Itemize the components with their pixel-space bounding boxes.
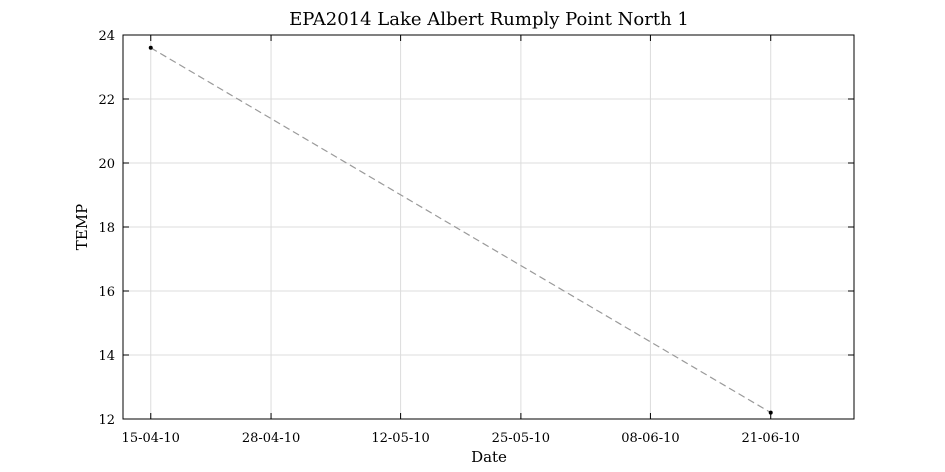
series-line-temp <box>150 47 772 414</box>
x-tick-label: 08-06-10 <box>621 431 679 446</box>
x-tick-label: 21-06-10 <box>742 431 800 446</box>
y-tick-label: 20 <box>98 157 115 172</box>
grid-layer <box>123 34 854 420</box>
y-tick-label: 16 <box>98 285 115 300</box>
x-tick-label: 15-04-10 <box>122 431 180 446</box>
data-point <box>148 45 153 50</box>
y-axis-label: TEMP <box>73 204 91 250</box>
y-tick-label: 18 <box>98 221 115 236</box>
data-point <box>768 410 773 415</box>
x-tick-label: 12-05-10 <box>371 431 429 446</box>
tick-layer: 15-04-10 28-04-10 12-05-10 25-05-10 08-06-10… <box>98 29 854 446</box>
series-layer <box>148 45 773 415</box>
y-tick-label: 22 <box>98 93 115 108</box>
y-tick-label: 12 <box>98 413 115 428</box>
chart-title: EPA2014 Lake Albert Rumply Point North 1 <box>289 9 689 30</box>
y-tick-label: 24 <box>98 29 115 44</box>
x-tick-label: 25-05-10 <box>492 431 550 446</box>
x-axis-label: Date <box>471 448 507 466</box>
y-tick-label: 14 <box>98 349 115 364</box>
x-tick-label: 28-04-10 <box>242 431 300 446</box>
